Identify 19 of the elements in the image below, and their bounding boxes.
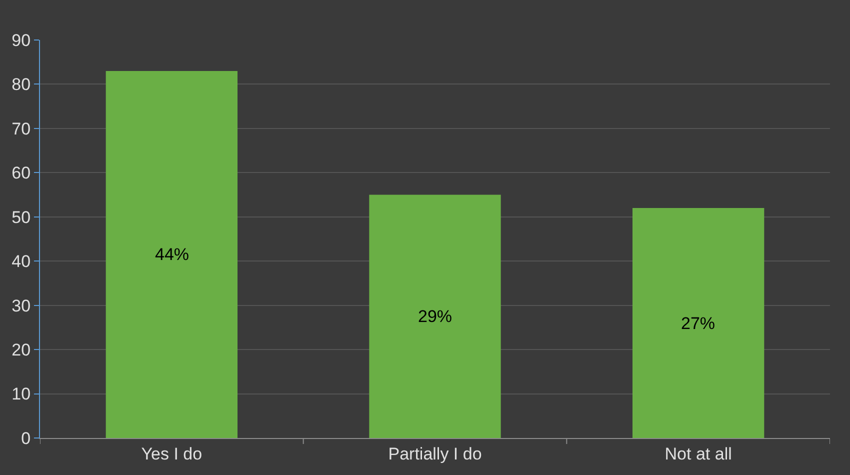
y-tick-label: 50 <box>12 208 31 227</box>
bar <box>632 208 764 438</box>
y-tick-label: 70 <box>12 119 31 138</box>
y-tick-label: 20 <box>12 340 31 360</box>
y-tick-label: 80 <box>12 75 31 94</box>
y-tick-label: 30 <box>12 296 31 316</box>
annotation: 44% <box>155 245 190 264</box>
bar <box>369 194 501 438</box>
x-tick-label: Yes I do <box>141 444 202 464</box>
y-tick-label: 10 <box>12 384 31 404</box>
y-tick-label: 0 <box>21 428 31 448</box>
x-tick-label: Not at all <box>664 444 732 464</box>
annotation: 29% <box>418 307 452 326</box>
y-tick-label: 60 <box>12 164 31 183</box>
y-tick-label: 40 <box>12 252 31 272</box>
x-tick-label: Partially I do <box>388 444 482 464</box>
annotation: 27% <box>681 314 716 333</box>
y-tick-label: 90 <box>12 30 31 50</box>
bar <box>106 70 238 438</box>
